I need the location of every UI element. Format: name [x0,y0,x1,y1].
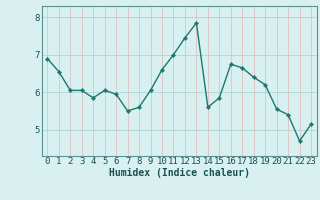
X-axis label: Humidex (Indice chaleur): Humidex (Indice chaleur) [109,168,250,178]
